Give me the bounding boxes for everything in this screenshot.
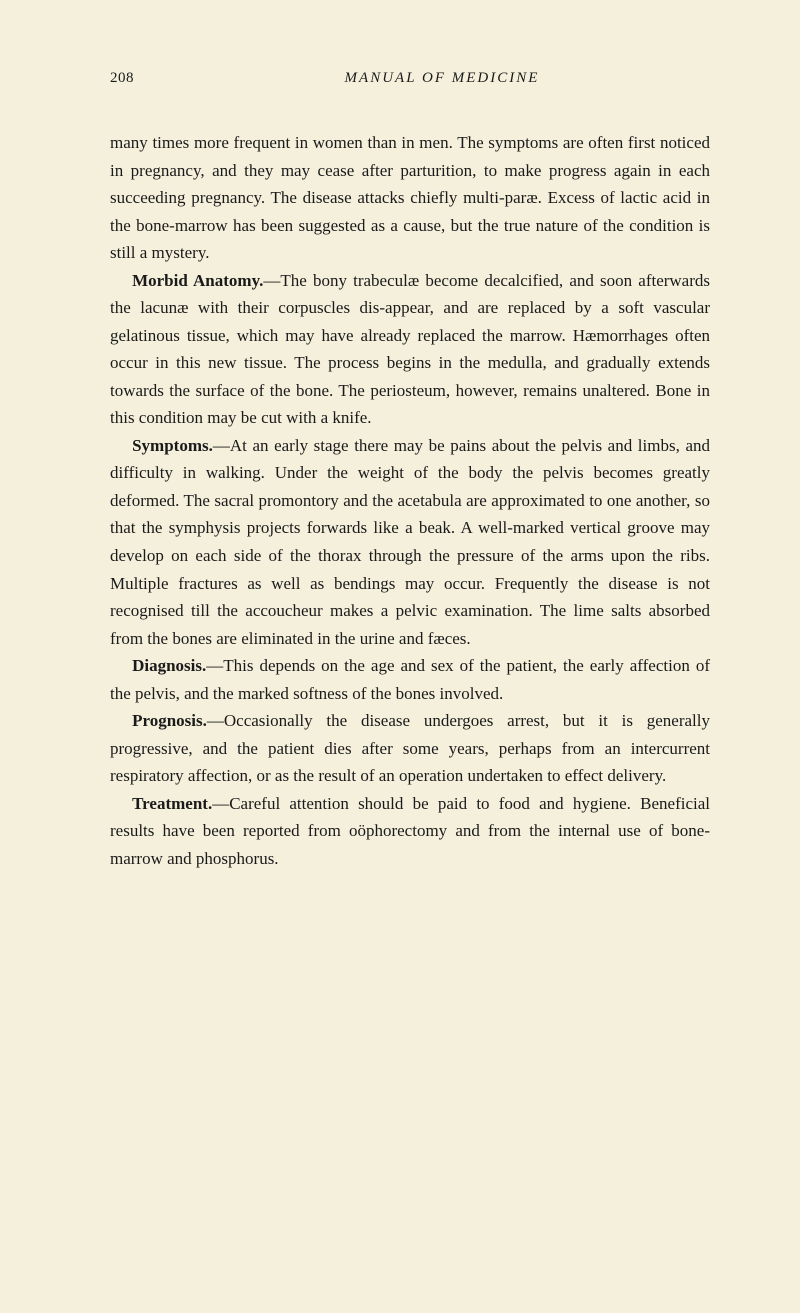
symptoms-text: —At an early stage there may be pains ab…	[110, 436, 710, 648]
diagnosis-paragraph: Diagnosis.—This depends on the age and s…	[110, 652, 710, 707]
intro-paragraph: many times more frequent in women than i…	[110, 129, 710, 267]
morbid-anatomy-label: Morbid Anatomy.	[132, 271, 263, 290]
page-header: 208 MANUAL OF MEDICINE	[110, 70, 710, 87]
morbid-anatomy-paragraph: Morbid Anatomy.—The bony trabeculæ becom…	[110, 267, 710, 432]
prognosis-label: Prognosis.	[132, 711, 207, 730]
morbid-anatomy-text: —The bony trabeculæ become decalcified, …	[110, 271, 710, 428]
page-number: 208	[110, 70, 134, 87]
treatment-label: Treatment.	[132, 794, 212, 813]
prognosis-paragraph: Prognosis.—Occasionally the disease unde…	[110, 707, 710, 790]
diagnosis-label: Diagnosis.	[132, 656, 206, 675]
body-text: many times more frequent in women than i…	[110, 129, 710, 872]
treatment-paragraph: Treatment.—Careful attention should be p…	[110, 790, 710, 873]
running-title: MANUAL OF MEDICINE	[345, 70, 540, 87]
symptoms-paragraph: Symptoms.—At an early stage there may be…	[110, 432, 710, 652]
symptoms-label: Symptoms.	[132, 436, 213, 455]
